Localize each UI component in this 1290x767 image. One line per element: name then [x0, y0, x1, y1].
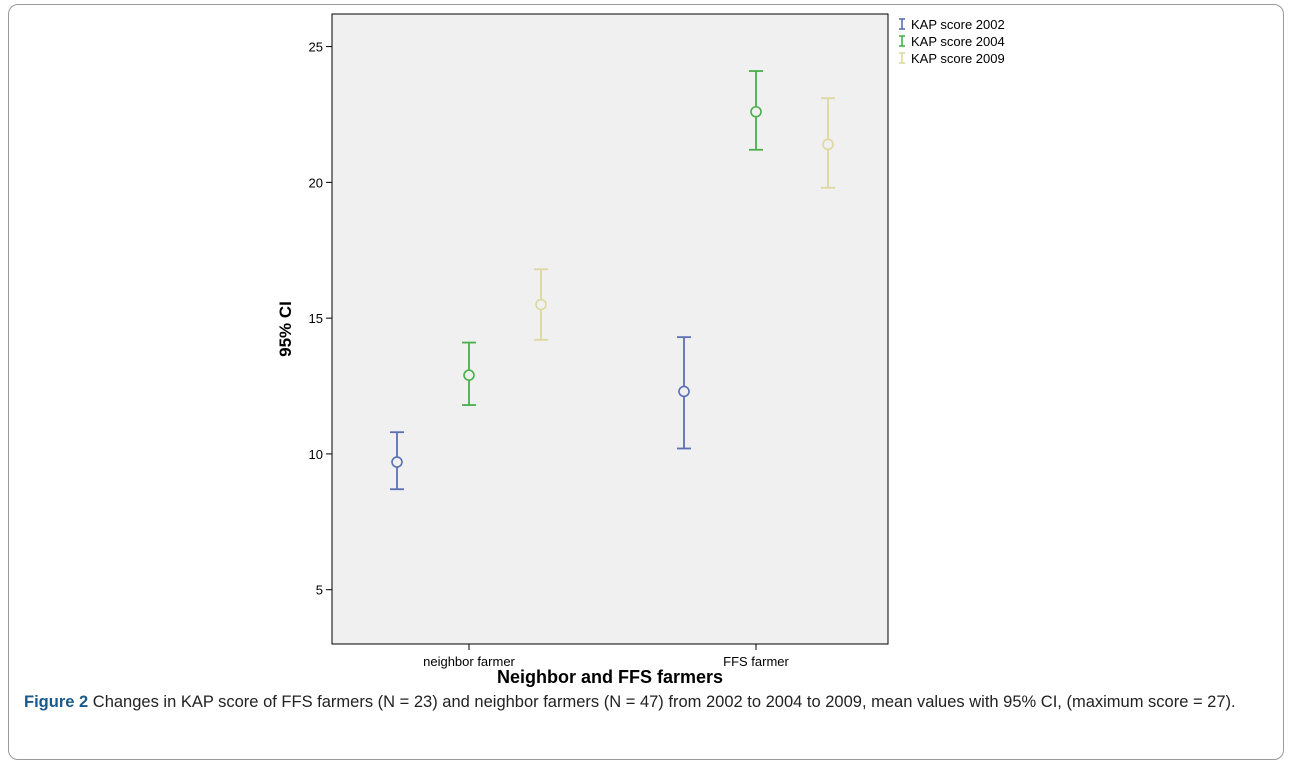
- x-axis-label: Neighbor and FFS farmers: [497, 667, 723, 687]
- legend-item: KAP score 2009: [899, 51, 1005, 66]
- error-bar: [462, 341, 476, 406]
- mean-marker: [750, 105, 762, 118]
- y-tick-label: 25: [309, 40, 323, 55]
- error-bar: [821, 97, 835, 189]
- error-bar-chart: 5 10 15 20 25 neighbor farmer FFS farmer KAP …: [276, 13, 1005, 687]
- mean-marker: [822, 138, 834, 151]
- mean-marker: [678, 385, 690, 398]
- legend-item: KAP score 2002: [899, 17, 1005, 32]
- y-tick-label: 10: [309, 447, 323, 462]
- legend-label: KAP score 2004: [911, 34, 1005, 49]
- x-tick-label: neighbor farmer: [423, 654, 515, 669]
- legend-label: KAP score 2009: [911, 51, 1005, 66]
- y-axis-label: 95% CI: [276, 301, 295, 357]
- y-tick-label: 5: [316, 583, 323, 598]
- error-bar: [677, 336, 691, 450]
- y-tick-label: 20: [309, 175, 323, 190]
- plot-area: [331, 13, 889, 645]
- figure-caption: Figure 2 Changes in KAP score of FFS far…: [24, 690, 1264, 714]
- mean-marker: [391, 456, 403, 468]
- legend-item: KAP score 2004: [899, 34, 1005, 49]
- mean-marker: [463, 369, 475, 381]
- error-bar: [390, 431, 404, 491]
- y-tick-label: 15: [309, 311, 323, 326]
- caption-text: Changes in KAP score of FFS farmers (N =…: [88, 693, 1236, 711]
- x-axis: neighbor farmer FFS farmer: [423, 644, 790, 669]
- figure-label: Figure 2: [24, 693, 89, 711]
- error-bar: [749, 70, 763, 151]
- error-bar: [534, 268, 548, 341]
- legend: KAP score 2002 KAP score 2004 KAP score 20…: [899, 17, 1005, 66]
- legend-label: KAP score 2002: [911, 17, 1005, 32]
- y-axis: 5 10 15 20 25: [309, 40, 332, 598]
- x-tick-label: FFS farmer: [723, 654, 789, 669]
- error-bars: [390, 70, 835, 491]
- mean-marker: [535, 298, 547, 311]
